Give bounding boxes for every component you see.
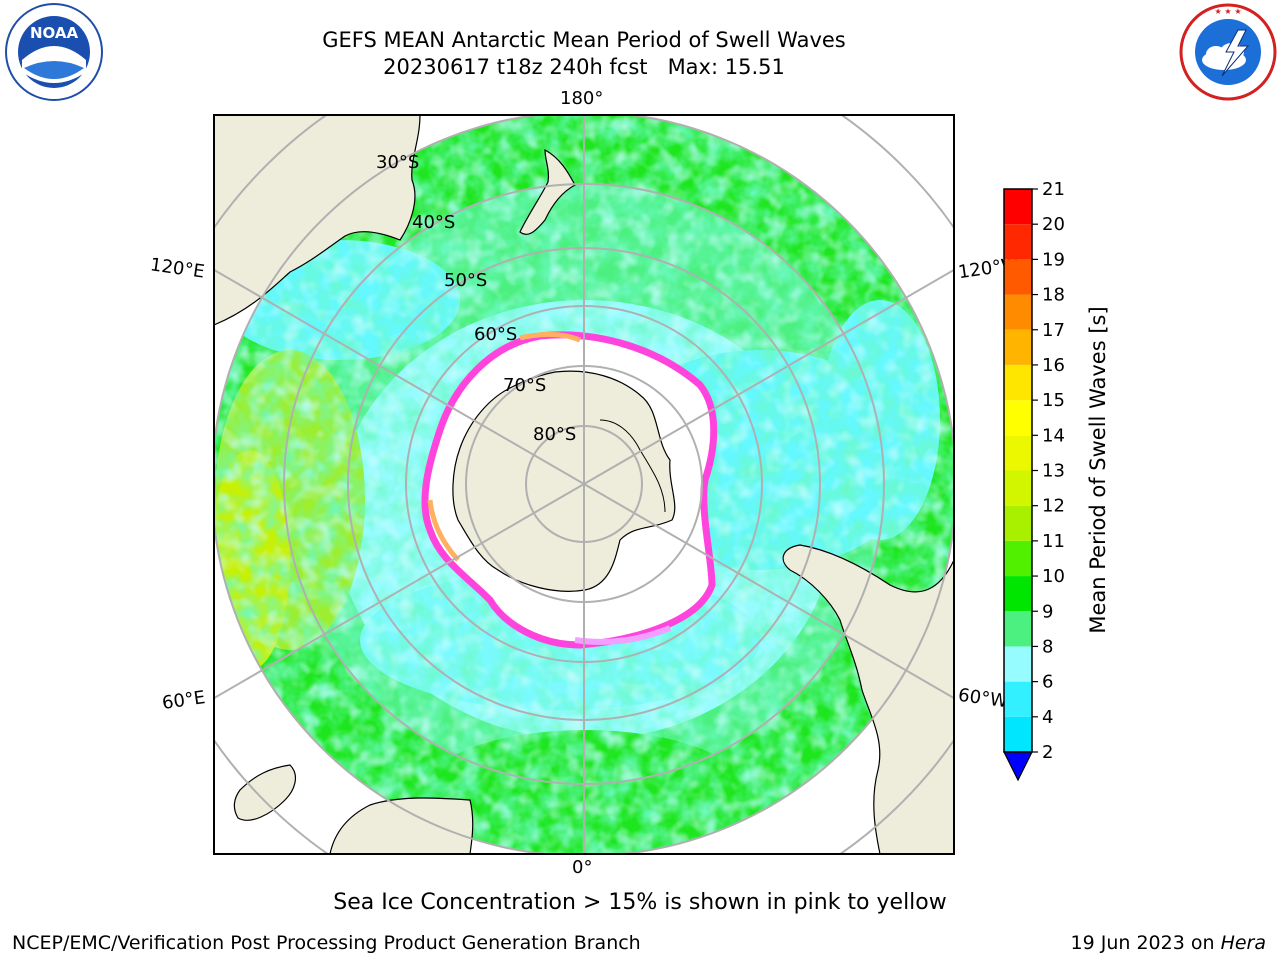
colorbar-band [1004, 681, 1032, 717]
colorbar-band [1004, 259, 1032, 295]
graticule [214, 115, 954, 854]
colorbar-tick-label: 6 [1042, 672, 1053, 693]
colorbar-band [1004, 435, 1032, 471]
land-new-zealand [519, 148, 576, 235]
colorbar-tick-label: 13 [1042, 461, 1065, 482]
colorbar-band [1004, 400, 1032, 436]
colorbar-label: Mean Period of Swell Waves [s] [1086, 306, 1110, 634]
chart-title: GEFS MEAN Antarctic Mean Period of Swell… [322, 28, 846, 52]
colorbar-tick-label: 2 [1042, 742, 1053, 763]
lat-label-60s: 60°S [474, 324, 518, 345]
colorbar-tick-label: 17 [1042, 320, 1065, 341]
colorbar-tick-label: 16 [1042, 355, 1065, 376]
colorbar-band [1004, 470, 1032, 506]
lat-label-30s: 30°S [376, 152, 420, 173]
colorbar-band [1004, 364, 1032, 401]
colorbar: 2 4 6 8 9 10 11 12 13 14 15 16 17 18 19 20 21 [1003, 180, 1065, 782]
colorbar-tick-label: 4 [1042, 707, 1053, 728]
colorbar-tick-label: 21 [1042, 180, 1065, 200]
lat-label-40s: 40°S [412, 212, 456, 233]
colorbar-band [1004, 224, 1032, 260]
nws-logo-icon: ★ ★ ★ [1178, 2, 1278, 102]
footer-branch: NCEP/EMC/Verification Post Processing Pr… [12, 932, 641, 954]
svg-text:★ ★ ★: ★ ★ ★ [1214, 7, 1241, 16]
colorbar-band [1004, 611, 1032, 647]
footer-date: 19 Jun 2023 on Hera [1070, 932, 1266, 954]
colorbar-band [1004, 576, 1032, 612]
colorbar-tick-label: 9 [1042, 601, 1053, 622]
colorbar-tick-label: 8 [1042, 636, 1053, 657]
land-south-america [782, 544, 954, 854]
colorbar-band [1004, 505, 1032, 541]
colorbar-tick-label: 20 [1042, 214, 1065, 235]
map-frame [213, 114, 955, 855]
colorbar-extend-arrow [1003, 751, 1033, 782]
colorbar-tick-label: 18 [1042, 285, 1065, 306]
colorbar-tick-label: 19 [1042, 249, 1065, 270]
colorbar-tick-label: 10 [1042, 566, 1065, 587]
colorbar-tick-label: 11 [1042, 531, 1065, 552]
lat-label-80s: 80°S [533, 424, 577, 445]
lat-label-70s: 70°S [503, 375, 547, 396]
land-africa [329, 797, 474, 854]
lon-label-180: 180° [560, 88, 604, 109]
colorbar-band [1004, 540, 1032, 577]
noaa-logo-icon: NOAA [4, 2, 104, 102]
lat-label-50s: 50°S [444, 270, 488, 291]
colorbar-tick-label: 12 [1042, 496, 1065, 517]
lon-label-0: 0° [572, 857, 593, 878]
colorbar-band [1004, 716, 1032, 752]
sea-ice-note: Sea Ice Concentration > 15% is shown in … [333, 890, 947, 915]
svg-text:NOAA: NOAA [30, 24, 79, 42]
colorbar-tick-label: 15 [1042, 390, 1065, 411]
chart-subtitle: 20230617 t18z 240h fcst Max: 15.51 [383, 55, 785, 79]
colorbar-band [1004, 646, 1032, 682]
colorbar-band [1004, 294, 1032, 330]
colorbar-tick-label: 14 [1042, 425, 1065, 446]
colorbar-band [1004, 329, 1032, 365]
land-madagascar [233, 764, 297, 821]
colorbar-band [1004, 189, 1032, 225]
